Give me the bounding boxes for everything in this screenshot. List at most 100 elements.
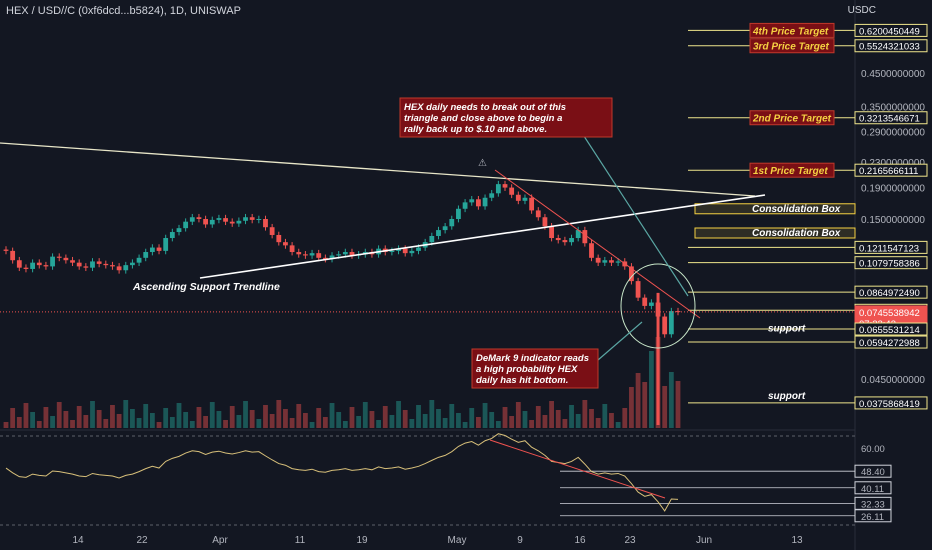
candle-body xyxy=(296,252,302,255)
volume-bar xyxy=(103,419,109,428)
x-tick: 13 xyxy=(791,535,803,546)
candle-body xyxy=(349,252,355,256)
rsi-tick: 60.00 xyxy=(861,444,885,455)
volume-bar xyxy=(43,407,49,428)
price-tick: 0.1500000000 xyxy=(861,215,925,226)
triangle-note-line: HEX daily needs to break out of this xyxy=(404,102,566,113)
price-tick: 0.4500000000 xyxy=(861,69,925,80)
volume-bar xyxy=(123,400,129,428)
candle-body xyxy=(515,194,521,201)
rsi-tick: 48.40 xyxy=(861,467,885,478)
price-tag-label: 0.0864972490 xyxy=(859,288,920,299)
volume-bar xyxy=(309,422,315,428)
candle-body xyxy=(309,253,315,256)
volume-bar xyxy=(276,400,282,428)
candle-body xyxy=(442,226,448,231)
volume-bar xyxy=(462,422,468,428)
volume-bar xyxy=(642,382,648,428)
price-tag-label: 0.0655531214 xyxy=(859,325,920,336)
candle-body xyxy=(668,311,674,335)
candle-body xyxy=(416,247,421,251)
x-tick: 23 xyxy=(624,535,636,546)
rsi-tag-box xyxy=(854,481,892,495)
candle-body xyxy=(456,208,461,219)
volume-bar xyxy=(482,403,488,428)
volume-bar xyxy=(156,422,162,428)
volume-bar xyxy=(389,415,395,428)
volume-bar xyxy=(436,409,441,428)
candle-body xyxy=(196,217,202,219)
price-tag-box xyxy=(854,256,928,270)
volume-bar xyxy=(489,412,495,428)
candle-body xyxy=(83,266,89,268)
candle-body xyxy=(56,256,62,258)
candle-body xyxy=(402,248,408,254)
volume-bar xyxy=(56,402,62,428)
note-arrow xyxy=(579,129,689,297)
candle-body xyxy=(256,219,262,220)
candle-body xyxy=(236,220,242,224)
volume-bar xyxy=(615,422,621,428)
volume-bar xyxy=(609,413,614,428)
candle-body xyxy=(629,266,634,282)
candle-body xyxy=(263,219,268,228)
consolidation-box xyxy=(694,227,856,239)
price-tag-box xyxy=(854,163,928,177)
volume-bar xyxy=(456,413,461,428)
candle-body xyxy=(615,261,621,263)
candle-body xyxy=(562,240,568,243)
rsi-tick: 32.33 xyxy=(861,499,885,510)
x-tick: May xyxy=(448,535,467,546)
volume-bar xyxy=(495,421,501,428)
volume-bar xyxy=(303,413,308,428)
warning-icon: ⚠ xyxy=(478,158,487,169)
volume-bar xyxy=(522,411,528,428)
volume-bar xyxy=(183,412,189,428)
ascending-support-trendline xyxy=(199,194,766,279)
price-tag-label: 0.1079758386 xyxy=(859,259,920,270)
candle-body xyxy=(396,248,401,251)
candle-body xyxy=(3,249,9,251)
volume-bar xyxy=(76,406,82,428)
candle-body xyxy=(329,255,335,260)
volume-bar xyxy=(283,409,288,428)
candle-body xyxy=(76,262,82,267)
volume-bar xyxy=(422,414,428,428)
rsi-tick: 26.11 xyxy=(861,512,884,523)
volume-bar xyxy=(216,411,222,428)
price-tick: 0.0450000000 xyxy=(861,375,925,386)
price-tag-label: 0.0375868419 xyxy=(859,399,920,410)
candle-body xyxy=(409,250,415,254)
volume-bar xyxy=(189,421,195,428)
rsi-line xyxy=(5,433,679,512)
volume-bar xyxy=(63,411,69,428)
symbol-title: HEX / USD//C (0xf6dcd...b5824), 1D, UNIS… xyxy=(6,5,241,17)
trendline-label: Ascending Support Trendline xyxy=(132,281,280,293)
candle-body xyxy=(449,219,455,227)
price-target-box xyxy=(749,110,835,126)
volume-bar xyxy=(203,416,209,428)
candle-body xyxy=(216,218,222,220)
price-tag-label: 0.5524321033 xyxy=(859,42,920,53)
price-target-box xyxy=(749,22,835,38)
price-tag-label: 0.6200450449 xyxy=(859,26,920,37)
price-target-label: 4th Price Target xyxy=(752,26,829,37)
volume-bar xyxy=(136,418,142,428)
volume-bar xyxy=(449,404,455,428)
candle-body xyxy=(489,193,495,198)
volume-bar xyxy=(143,404,149,428)
candle-body xyxy=(183,221,189,229)
demark-note-line: daily has hit bottom. xyxy=(476,375,568,386)
candle-body xyxy=(23,267,29,269)
price-target-box xyxy=(749,162,835,178)
volume-bar xyxy=(396,401,401,428)
volume-bar xyxy=(402,410,408,428)
volume-bar xyxy=(30,412,36,428)
candle-body xyxy=(130,262,135,266)
consolidation-label: Consolidation Box xyxy=(752,228,841,239)
price-target-label: 3rd Price Target xyxy=(753,42,829,53)
volume-bar xyxy=(569,405,574,428)
volume-bar xyxy=(70,420,75,428)
rsi-trendline xyxy=(489,439,666,499)
